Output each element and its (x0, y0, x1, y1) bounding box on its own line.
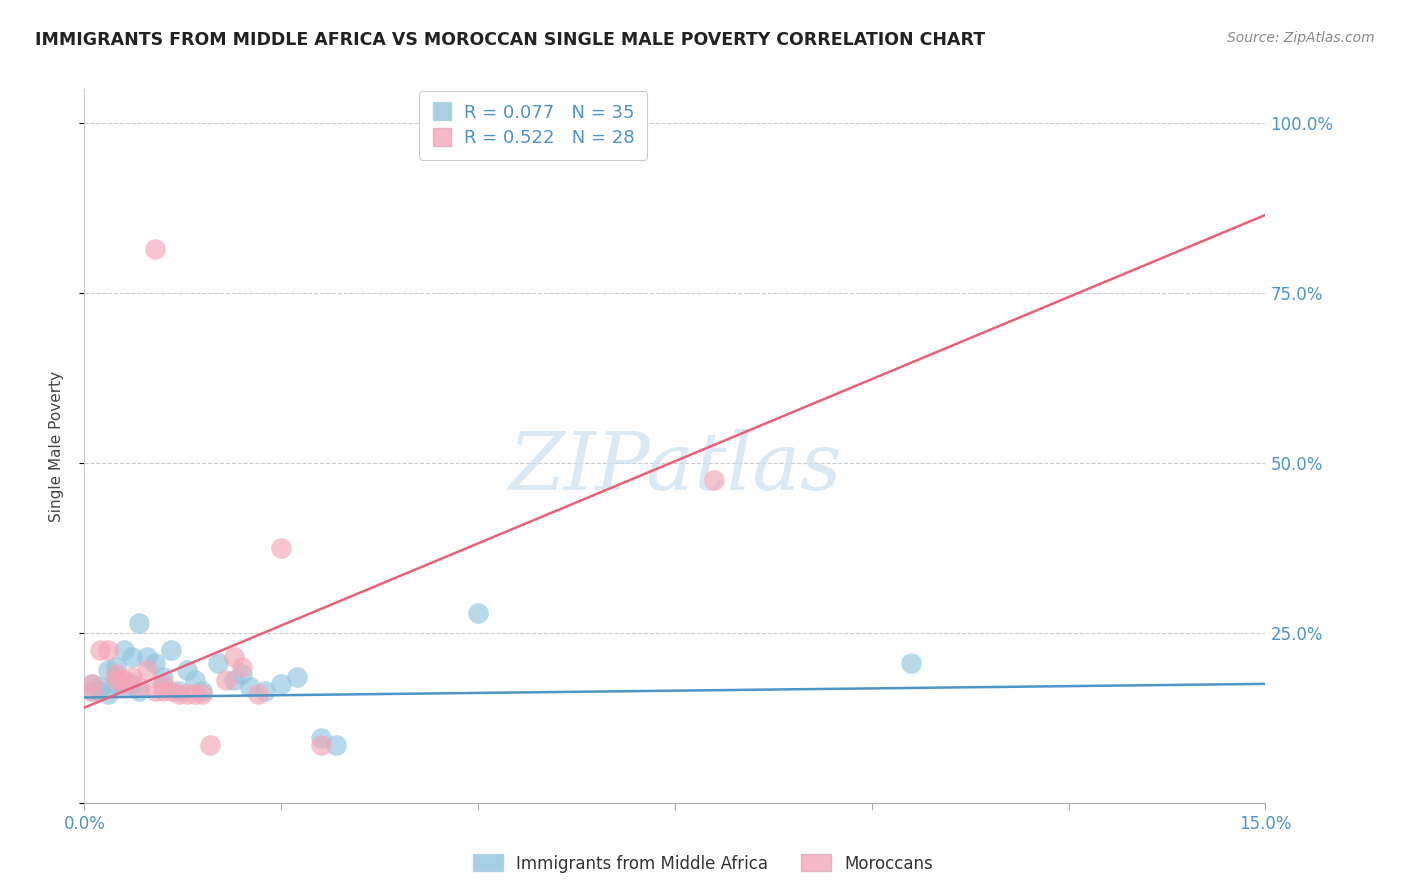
Legend: R = 0.077   N = 35, R = 0.522   N = 28: R = 0.077 N = 35, R = 0.522 N = 28 (419, 91, 647, 160)
Point (143, 683, 166, 698)
Point (270, 677, 292, 691)
Point (152, 677, 174, 691)
Legend: Immigrants from Middle Africa, Moroccans: Immigrants from Middle Africa, Moroccans (465, 847, 941, 880)
Point (82, 683, 104, 698)
Point (222, 649, 245, 664)
Point (89, 643, 111, 657)
Point (136, 649, 159, 664)
Point (82, 677, 104, 691)
Point (143, 242, 166, 256)
Text: IMMIGRANTS FROM MIDDLE AFRICA VS MOROCCAN SINGLE MALE POVERTY CORRELATION CHART: IMMIGRANTS FROM MIDDLE AFRICA VS MOROCCA… (35, 31, 986, 49)
Point (160, 643, 183, 657)
Point (176, 687, 198, 701)
Point (270, 541, 292, 555)
Point (121, 649, 143, 664)
Point (97, 643, 120, 657)
Point (152, 680, 174, 694)
Point (89, 680, 111, 694)
Point (160, 683, 183, 698)
Point (97, 663, 120, 677)
Point (112, 680, 135, 694)
Point (128, 683, 150, 698)
Point (112, 677, 135, 691)
Point (191, 683, 214, 698)
Point (143, 657, 166, 671)
Point (207, 657, 229, 671)
Point (703, 473, 725, 487)
Point (231, 660, 253, 674)
Point (128, 615, 150, 630)
Point (246, 687, 269, 701)
Point (112, 673, 135, 688)
Point (239, 680, 262, 694)
Point (121, 677, 143, 691)
Point (183, 673, 205, 688)
Point (104, 677, 127, 691)
Point (136, 663, 159, 677)
Point (176, 663, 198, 677)
Point (97, 687, 120, 701)
Point (167, 687, 190, 701)
Point (183, 687, 205, 701)
Point (82, 683, 104, 698)
Point (104, 666, 127, 681)
Y-axis label: Single Male Poverty: Single Male Poverty (49, 370, 63, 522)
Point (231, 666, 253, 681)
Point (325, 738, 347, 752)
Point (82, 677, 104, 691)
Point (89, 683, 111, 698)
Point (309, 731, 332, 746)
Point (121, 670, 143, 684)
Point (285, 670, 308, 684)
Point (128, 680, 150, 694)
Point (900, 657, 922, 671)
Point (309, 738, 332, 752)
Text: Source: ZipAtlas.com: Source: ZipAtlas.com (1227, 31, 1375, 45)
Point (104, 673, 127, 688)
Point (222, 673, 245, 688)
Point (152, 670, 174, 684)
Point (215, 673, 238, 688)
Point (167, 683, 190, 698)
Point (152, 683, 174, 698)
Text: ZIPatlas: ZIPatlas (508, 429, 842, 506)
Point (104, 670, 127, 684)
Point (254, 683, 277, 698)
Point (191, 687, 214, 701)
Point (200, 738, 222, 752)
Point (104, 660, 127, 674)
Point (112, 643, 135, 657)
Point (467, 606, 489, 620)
